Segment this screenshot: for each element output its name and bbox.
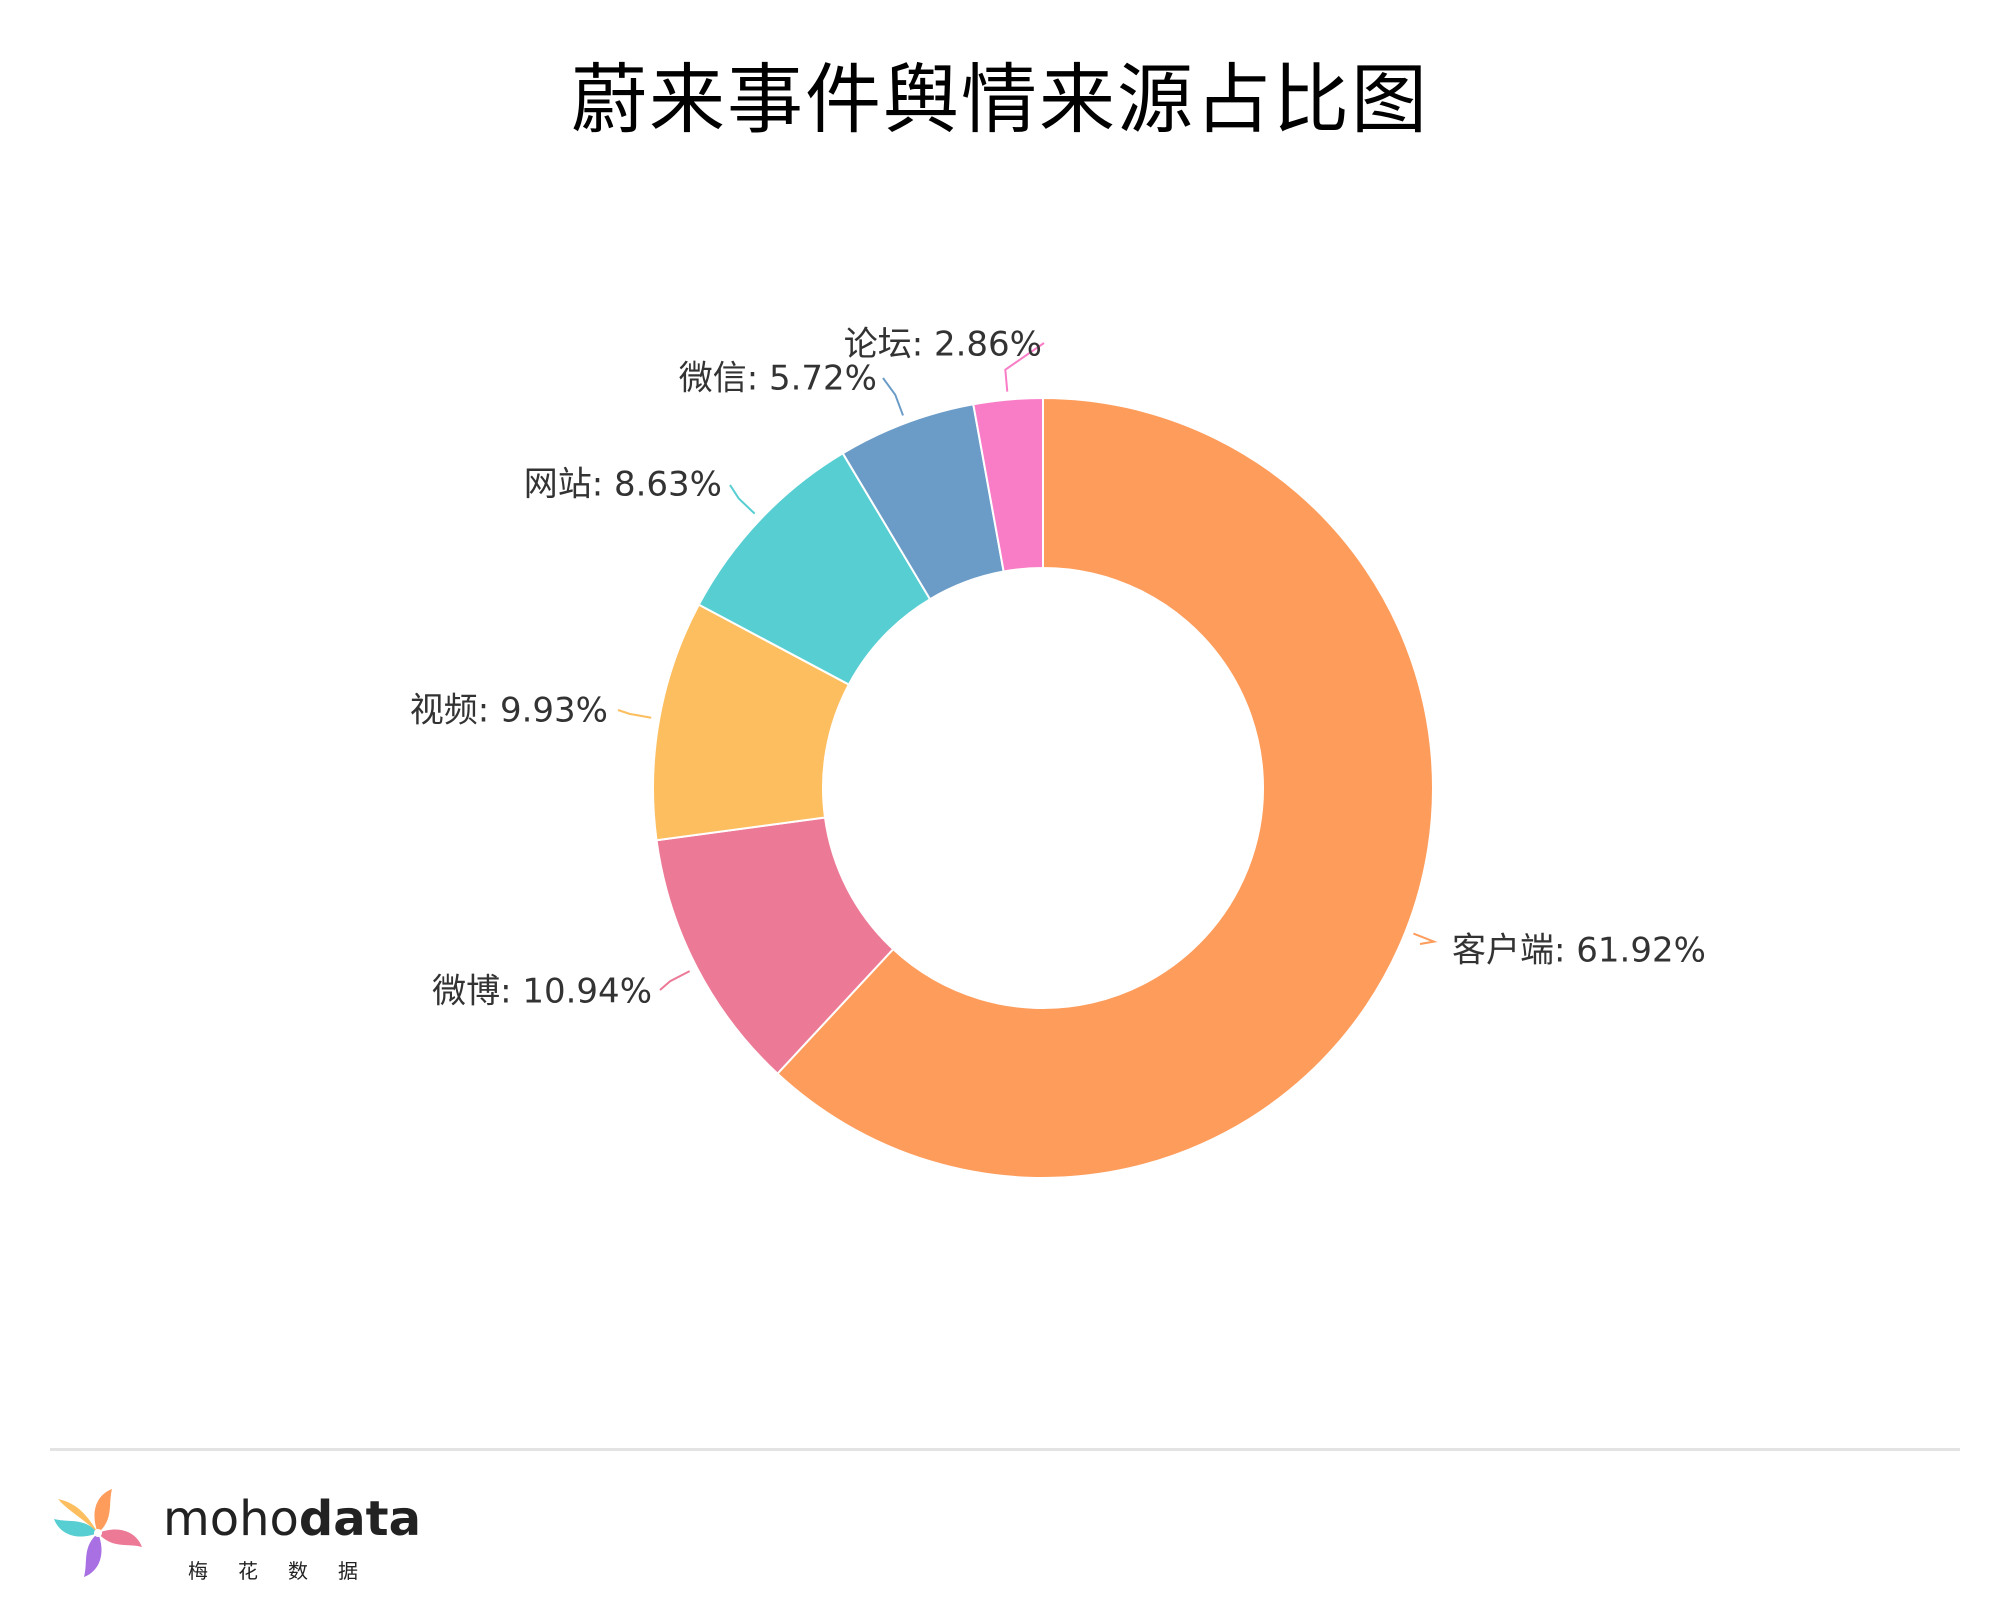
slice-label-0: 客户端: 61.92% [1452, 931, 1706, 971]
leader-line-3 [729, 484, 756, 515]
slice-label-5: 论坛: 2.86% [844, 325, 1042, 365]
brand-name: mohodata [163, 1491, 421, 1547]
leader-line-2 [617, 709, 652, 719]
brand-block: mohodata 梅花数据 [48, 1483, 421, 1583]
slice-label-2: 视频: 9.93% [410, 691, 608, 731]
brand-subtitle: 梅花数据 [188, 1559, 388, 1583]
slice-label-3: 网站: 8.63% [524, 465, 722, 505]
pinwheel-logo-icon [54, 1489, 142, 1577]
donut-chart: 客户端: 61.92% 微博: 10.94% 视频: 9.93% 网站: 8.63% 微… [410, 325, 1706, 1179]
slice-label-4: 微信: 5.72% [679, 359, 877, 399]
donut-slice-0 [776, 396, 1434, 1179]
leader-lines-group [617, 342, 1438, 991]
leader-line-1 [659, 970, 691, 991]
donut-slice-5 [972, 396, 1044, 573]
brand-name-light: moho [163, 1491, 299, 1547]
leader-line-5 [1004, 342, 1045, 392]
slice-label-1: 微博: 10.94% [432, 972, 652, 1012]
labels-group: 客户端: 61.92% 微博: 10.94% 视频: 9.93% 网站: 8.63% 微… [410, 325, 1706, 1012]
leader-line-0 [1413, 932, 1438, 945]
slices-group [652, 396, 1434, 1179]
leader-line-4 [882, 377, 904, 416]
chart-title: 蔚来事件舆情来源占比图 [571, 55, 1429, 144]
footer-divider [50, 1448, 1960, 1451]
brand-name-bold: data [298, 1491, 422, 1547]
